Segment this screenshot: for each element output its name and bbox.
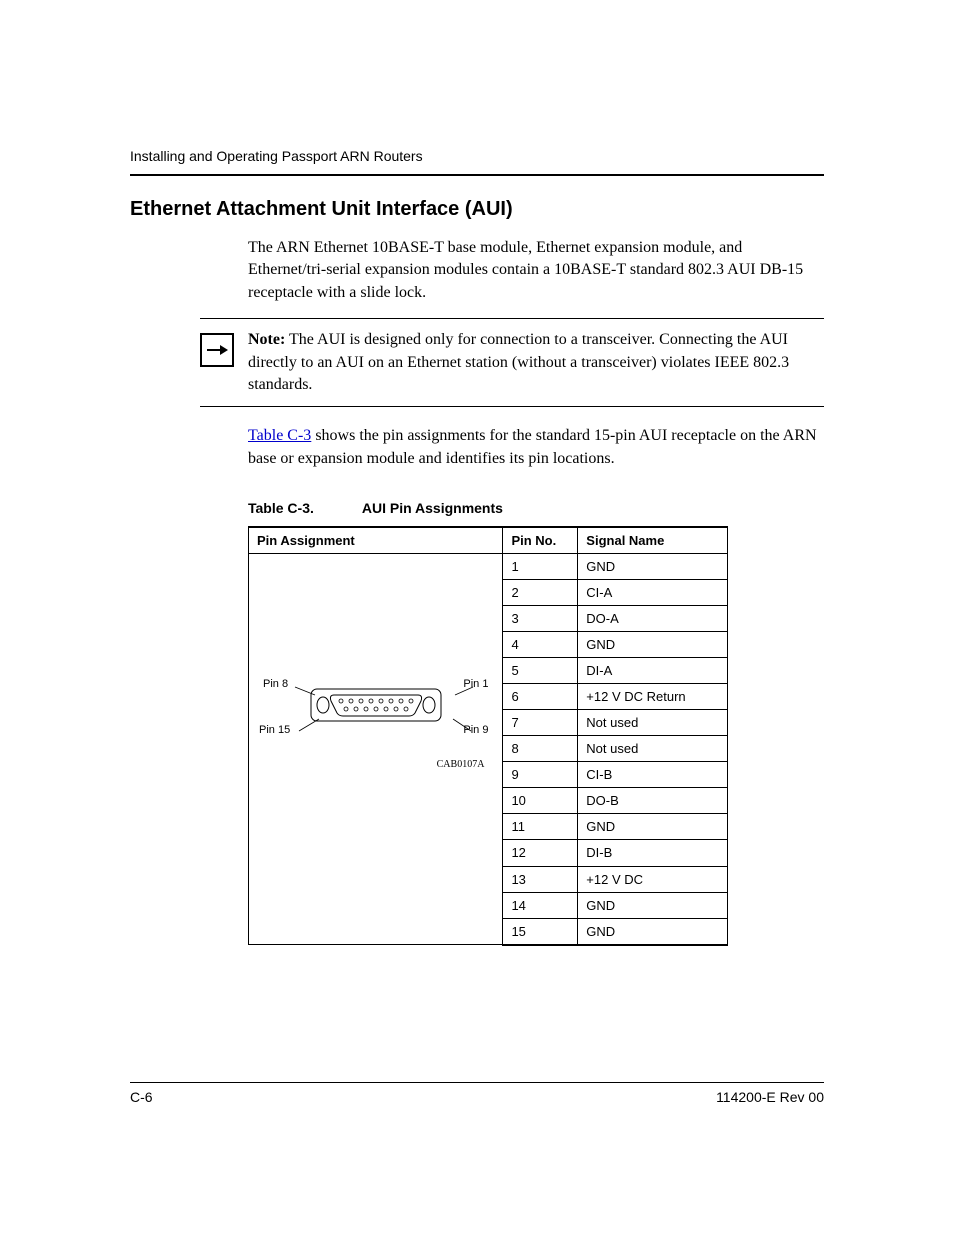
pin-number-cell: 7 <box>503 710 578 736</box>
pin-number-cell: 11 <box>503 814 578 840</box>
table-xref-link[interactable]: Table C-3 <box>248 427 311 444</box>
col-signal-name: Signal Name <box>578 527 728 554</box>
pin-number-cell: 14 <box>503 892 578 918</box>
signal-name-cell: CI-A <box>578 580 728 606</box>
note-text: Note: The AUI is designed only for conne… <box>248 329 824 396</box>
signal-name-cell: Not used <box>578 710 728 736</box>
pin-number-cell: 4 <box>503 632 578 658</box>
table-caption-title: AUI Pin Assignments <box>362 500 503 516</box>
signal-name-cell: GND <box>578 814 728 840</box>
pin-number-cell: 15 <box>503 918 578 945</box>
table-row: Pin 8 Pin 1 Pin 15 Pin 9 CAB0107A 1GND <box>249 554 728 580</box>
page: Installing and Operating Passport ARN Ro… <box>0 0 954 946</box>
signal-name-cell: CI-B <box>578 762 728 788</box>
pin-number-cell: 6 <box>503 684 578 710</box>
pin-number-cell: 1 <box>503 554 578 580</box>
table-caption: Table C-3. AUI Pin Assignments <box>248 500 824 516</box>
pin-number-cell: 5 <box>503 658 578 684</box>
page-footer: C-6 114200-E Rev 00 <box>130 1082 824 1105</box>
pin-number-cell: 12 <box>503 840 578 866</box>
signal-name-cell: GND <box>578 892 728 918</box>
table-caption-number: Table C-3. <box>248 500 314 516</box>
doc-revision: 114200-E Rev 00 <box>716 1089 824 1105</box>
pin-number-cell: 10 <box>503 788 578 814</box>
signal-name-cell: GND <box>578 554 728 580</box>
pin-number-cell: 3 <box>503 606 578 632</box>
note-label: Note: <box>248 331 285 348</box>
section-title: Ethernet Attachment Unit Interface (AUI) <box>130 198 824 221</box>
connector-diagram-cell: Pin 8 Pin 1 Pin 15 Pin 9 CAB0107A <box>249 554 503 945</box>
signal-name-cell: GND <box>578 632 728 658</box>
xref-tail: shows the pin assignments for the standa… <box>248 427 817 466</box>
signal-name-cell: DI-A <box>578 658 728 684</box>
pin-assignments-table: Pin Assignment Pin No. Signal Name Pin 8… <box>248 526 728 946</box>
table-header-row: Pin Assignment Pin No. Signal Name <box>249 527 728 554</box>
page-number: C-6 <box>130 1089 153 1105</box>
signal-name-cell: +12 V DC <box>578 866 728 892</box>
xref-paragraph: Table C-3 shows the pin assignments for … <box>248 425 824 470</box>
signal-name-cell: GND <box>578 918 728 945</box>
intro-block: The ARN Ethernet 10BASE-T base module, E… <box>248 237 824 304</box>
note-block: Note: The AUI is designed only for conne… <box>200 318 824 407</box>
xref-block: Table C-3 shows the pin assignments for … <box>248 425 824 470</box>
col-pin-no: Pin No. <box>503 527 578 554</box>
signal-name-cell: Not used <box>578 736 728 762</box>
signal-name-cell: DI-B <box>578 840 728 866</box>
col-pin-assignment: Pin Assignment <box>249 527 503 554</box>
pin-number-cell: 8 <box>503 736 578 762</box>
pin-number-cell: 2 <box>503 580 578 606</box>
note-arrow-icon <box>200 333 234 367</box>
running-head: Installing and Operating Passport ARN Ro… <box>130 148 824 176</box>
pin-number-cell: 13 <box>503 866 578 892</box>
signal-name-cell: DO-A <box>578 606 728 632</box>
pin-number-cell: 9 <box>503 762 578 788</box>
signal-name-cell: +12 V DC Return <box>578 684 728 710</box>
note-body: The AUI is designed only for connection … <box>248 331 789 393</box>
diagram-code: CAB0107A <box>437 759 485 770</box>
signal-name-cell: DO-B <box>578 788 728 814</box>
intro-paragraph: The ARN Ethernet 10BASE-T base module, E… <box>248 237 824 304</box>
